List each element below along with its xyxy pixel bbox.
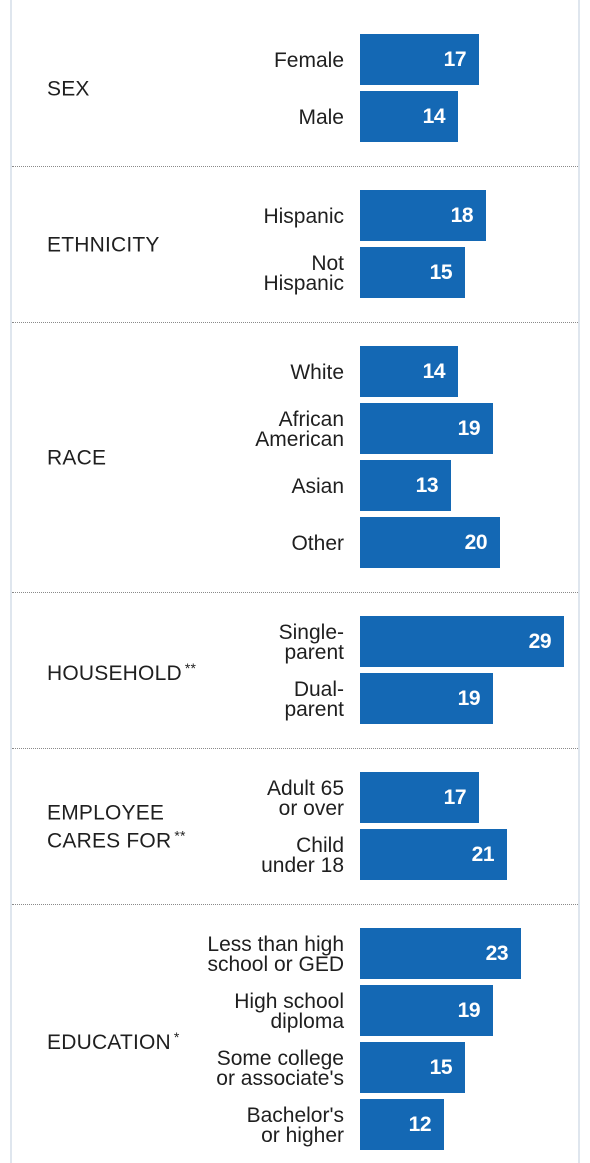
bar-value-label: 29 [528,630,552,653]
category-label-text: Hispanic [263,204,344,228]
group-label: EMPLOYEE CARES FOR ** [47,802,217,853]
category-label: Asian [134,474,344,498]
section-divider [12,166,578,167]
category-label-text: or associate's [216,1066,344,1090]
bar-value-label: 14 [422,105,446,128]
bar-value-label: 14 [422,360,446,383]
category-label: Other [134,531,344,555]
bar: 17 [360,34,479,85]
category-label: Dual-parent [134,677,344,721]
category-label: Female [134,48,344,72]
bar: 19 [360,673,493,724]
category-label-text: or higher [261,1123,344,1147]
category-label-text: Single- [278,620,344,644]
bar-value-label: 12 [408,1113,432,1136]
bar-value-label: 19 [457,687,481,710]
category-label-text: school or GED [207,952,344,976]
category-label: Hispanic [134,204,344,228]
significance-marker: ** [184,660,197,676]
section-divider [12,748,578,749]
bar: 14 [360,346,458,397]
group-label-text: ETHNICITY [47,233,160,257]
category-label-text: Male [298,105,344,129]
group-label: SEX [47,78,217,101]
bar: 23 [360,928,521,979]
category-label-text: or over [278,796,344,820]
left-frame-line [10,0,12,1163]
bar-value-label: 13 [415,474,439,497]
category-label-text: Dual- [293,677,344,701]
significance-marker: * [173,1029,180,1045]
group-label-text: RACE [47,446,107,470]
category-label-text: African [278,407,344,431]
category-label-text: American [255,427,344,451]
category-label-text: under 18 [261,853,344,877]
category-label-text: High school [234,989,344,1013]
category-label: Male [134,105,344,129]
category-label: Some college or associate's [134,1046,344,1090]
bar: 15 [360,247,465,298]
section-divider [12,904,578,905]
section-divider [12,592,578,593]
bar: 20 [360,517,500,568]
significance-marker: ** [174,827,186,844]
category-label-text: Some college [216,1046,344,1070]
group-label-text: HOUSEHOLD ** [47,660,197,685]
section-divider [12,322,578,323]
category-label: Less than high school or GED [134,932,344,976]
group-label: RACE [47,447,217,470]
category-label-text: Female [273,48,344,72]
group-label: EDUCATION * [47,1026,217,1054]
category-label: African American [134,407,344,451]
bar: 19 [360,985,493,1036]
group-label-text: EDUCATION * [47,1029,180,1054]
bar-value-label: 17 [443,48,467,71]
category-label-text: Child [296,833,344,857]
category-label-text: Hispanic [263,271,344,295]
category-label: Child under 18 [134,833,344,877]
category-label: Single-parent [134,620,344,664]
category-label-text: Bachelor's [246,1103,344,1127]
category-label-text: Not [311,251,344,275]
bar-value-label: 19 [457,999,481,1022]
bar-value-label: 21 [471,843,495,866]
bar-value-label: 19 [457,417,481,440]
bar: 18 [360,190,486,241]
bar: 15 [360,1042,465,1093]
bar: 17 [360,772,479,823]
category-label-text: Adult 65 [266,776,344,800]
group-label-text: SEX [47,77,90,101]
bar-value-label: 23 [485,942,509,965]
category-label-text: diploma [270,1009,344,1033]
group-label-text: EMPLOYEE [47,801,165,825]
group-label: HOUSEHOLD ** [47,657,217,685]
bar: 29 [360,616,564,667]
category-label: Adult 65 or over [134,776,344,820]
bar-value-label: 18 [450,204,474,227]
category-label-text: Other [291,531,344,555]
bar-value-label: 15 [429,1056,453,1079]
category-label: Not Hispanic [134,251,344,295]
category-label: High school diploma [134,989,344,1033]
category-label-text: parent [284,697,344,721]
category-label: White [134,360,344,384]
bar: 14 [360,91,458,142]
category-label-text: Asian [291,474,344,498]
category-label-text: White [290,360,344,384]
bar-value-label: 20 [464,531,488,554]
bar-value-label: 15 [429,261,453,284]
category-label: Bachelor's or higher [134,1103,344,1147]
category-label-text: Less than high [207,932,344,956]
bar: 13 [360,460,451,511]
category-label-text: parent [284,640,344,664]
group-label: ETHNICITY [47,234,217,257]
bar: 12 [360,1099,444,1150]
bar: 21 [360,829,507,880]
right-frame-line [578,0,580,1163]
bar-value-label: 17 [443,786,467,809]
group-label-text: CARES FOR ** [47,827,186,853]
bar: 19 [360,403,493,454]
